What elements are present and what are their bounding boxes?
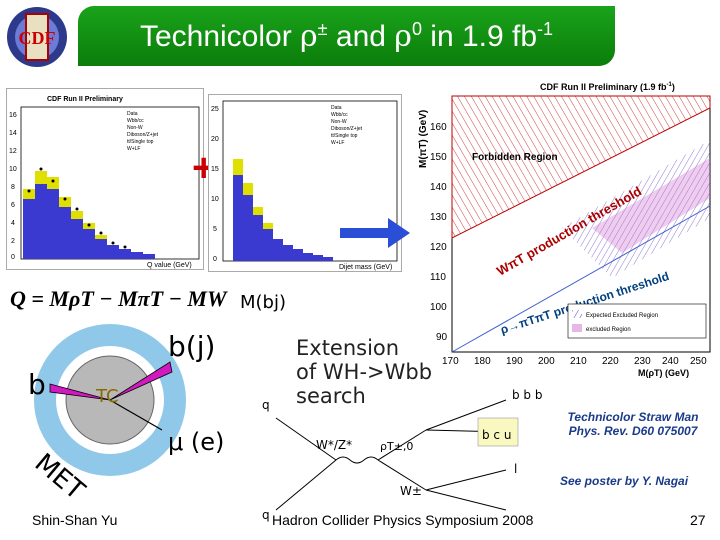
feyn-qbar: q — [262, 508, 270, 522]
svg-text:10: 10 — [211, 196, 219, 203]
svg-text:190: 190 — [506, 356, 523, 367]
svg-text:140: 140 — [430, 182, 447, 193]
svg-text:25: 25 — [211, 106, 219, 113]
svg-text:Data: Data — [331, 105, 342, 111]
svg-text:240: 240 — [662, 356, 679, 367]
feyn-rho: ρT±,0 — [380, 440, 414, 453]
svg-text:2: 2 — [11, 238, 15, 245]
svg-text:15: 15 — [211, 166, 219, 173]
svg-text:120: 120 — [430, 242, 447, 253]
svg-text:Wbb/cc: Wbb/cc — [331, 112, 348, 118]
svg-text:14: 14 — [9, 130, 17, 137]
svg-text:10: 10 — [9, 166, 17, 173]
svg-text:100: 100 — [430, 302, 447, 313]
left-xlabel: Q value (GeV) — [147, 262, 192, 269]
svg-text:110: 110 — [430, 272, 446, 283]
q-formula: Q = MρT − MπT − MW — [10, 286, 227, 311]
bj-label: b(j) — [168, 330, 216, 363]
tc-label: TC — [96, 386, 119, 407]
svg-text:20: 20 — [211, 136, 219, 143]
feyn-bbb: b b b — [512, 388, 543, 402]
svg-text:230: 230 — [634, 356, 651, 367]
svg-text:250: 250 — [690, 356, 707, 367]
extension-text: Extension of WH->Wbb search — [296, 336, 433, 408]
detector-diagram — [20, 320, 220, 510]
exclusion-title: CDF Run II Preliminary (1.9 fb-1) — [540, 82, 675, 92]
reference-text: Technicolor Straw Man Phys. Rev. D60 075… — [567, 410, 699, 438]
svg-text:170: 170 — [442, 356, 459, 367]
exclusion-ylabel: M(πT) (GeV) — [418, 110, 429, 168]
cdf-logo-text: CDF — [19, 28, 56, 48]
svg-text:Diboson/Z+jet: Diboson/Z+jet — [331, 126, 363, 132]
slide-title-bar: Technicolor ρ± and ρ0 in 1.9 fb-1 — [78, 6, 615, 66]
slide-title: Technicolor ρ± and ρ0 in 1.9 fb-1 — [139, 18, 554, 54]
poster-note: See poster by Y. Nagai — [560, 474, 689, 488]
svg-text:excluded Region: excluded Region — [586, 327, 631, 333]
svg-text:8: 8 — [11, 184, 15, 191]
svg-text:Diboson/Z+jet: Diboson/Z+jet — [127, 132, 159, 138]
feyn-q: q — [262, 398, 270, 412]
svg-text:5: 5 — [213, 226, 217, 233]
feynman-diagram — [256, 380, 556, 530]
left-plot-title: CDF Run II Preliminary — [47, 96, 123, 103]
svg-text:Wbb/cc: Wbb/cc — [127, 118, 144, 124]
svg-text:6: 6 — [11, 202, 15, 209]
b-label: b — [28, 368, 46, 401]
svg-text:Non-W: Non-W — [331, 119, 347, 125]
svg-text:200: 200 — [538, 356, 555, 367]
svg-text:Data: Data — [127, 111, 138, 117]
svg-text:16: 16 — [9, 112, 17, 119]
svg-text:Expected Excluded Region: Expected Excluded Region — [586, 313, 658, 319]
forbidden-label: Forbidden Region — [472, 152, 558, 163]
svg-text:12: 12 — [9, 148, 17, 155]
svg-text:90: 90 — [436, 332, 448, 343]
exclusion-plot: CDF Run II Preliminary (1.9 fb-1) M(πT) … — [412, 78, 716, 380]
svg-text:0: 0 — [11, 254, 15, 261]
svg-text:180: 180 — [474, 356, 491, 367]
page-number: 27 — [690, 512, 706, 528]
svg-text:220: 220 — [602, 356, 619, 367]
feyn-w: W± — [400, 484, 422, 498]
feyn-wz: W*/Z* — [316, 438, 353, 452]
svg-text:tt/Single top: tt/Single top — [127, 139, 154, 145]
svg-text:210: 210 — [570, 356, 587, 367]
mu-label: μ (e) — [168, 428, 225, 456]
feyn-bcu: b c u — [482, 428, 512, 442]
q-value-histogram: CDF Run II Preliminary 16 14 12 10 8 6 4… — [6, 88, 204, 270]
feyn-l: l — [514, 462, 518, 476]
svg-text:160: 160 — [430, 122, 447, 133]
dijet-mass-histogram: 25 20 15 10 5 0 Data Wbb/cc N — [208, 94, 402, 272]
svg-text:W+LF: W+LF — [331, 140, 344, 146]
footer-conference: Hadron Collider Physics Symposium 2008 — [272, 512, 534, 528]
svg-text:150: 150 — [430, 152, 447, 163]
footer-author: Shin-Shan Yu — [32, 512, 118, 528]
exclusion-xlabel: M(ρT) (GeV) — [638, 368, 689, 378]
svg-text:Non-W: Non-W — [127, 125, 143, 131]
svg-text:0: 0 — [213, 256, 217, 263]
svg-text:W+LF: W+LF — [127, 146, 140, 152]
right-xlabel: Dijet mass (GeV) — [339, 264, 392, 271]
mbj-label: M(bj) — [240, 292, 287, 313]
svg-text:4: 4 — [11, 220, 15, 227]
svg-text:130: 130 — [430, 212, 447, 223]
cdf-logo: CDF — [2, 4, 72, 70]
arrow-right-icon — [340, 218, 410, 253]
svg-text:tt/Single top: tt/Single top — [331, 133, 358, 139]
